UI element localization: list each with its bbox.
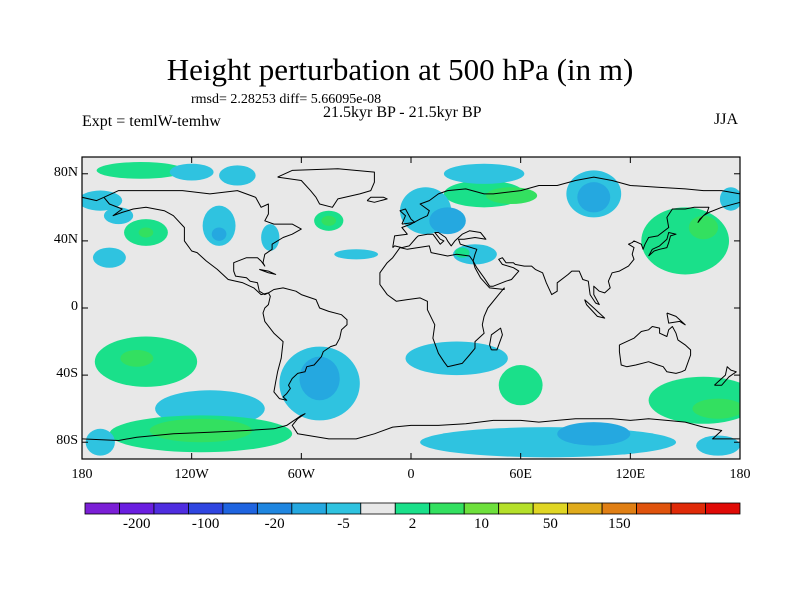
anomaly-region-strong_pos [688,215,719,240]
colorbar-swatch [429,502,465,515]
lon-tick-label: 180 [729,467,751,482]
anomaly-region-mod_neg [202,205,236,246]
anomaly-region-mod_neg [169,163,214,181]
coastlines [82,168,740,441]
anomaly-region-strong_pos [692,398,740,419]
coastline [103,190,302,296]
plot-title: Height perturbation at 500 hPa (in m) [166,52,634,87]
coastline [82,413,740,441]
coastline [277,168,375,208]
anomaly-region-strong_pos [120,349,154,367]
colorbar-swatch [222,502,258,515]
coastline [648,232,677,257]
anomaly-region-strong_neg [299,356,340,401]
lat-tick-label: 0 [71,299,78,314]
colorbar-swatch [256,502,293,515]
colorbar-tick-label: -20 [264,516,285,532]
anomaly-region-mod_neg [696,435,740,456]
colorbar-swatch [360,502,396,515]
anomaly-region-strong_neg [557,422,631,446]
colorbar-tick-label: 2 [408,516,417,532]
anomaly-region-strong_neg [429,207,466,235]
colorbar-tick-label: -5 [337,516,350,532]
lon-tick-label: 0 [407,467,415,482]
colorbar-swatch [84,502,120,515]
coastline [714,366,737,386]
coastline [366,196,388,203]
lon-tick-label: 180 [71,467,93,482]
lat-tick-label: 40S [56,366,78,382]
anomaly-region-mod_pos [498,365,543,406]
colorbar-swatch [498,502,534,515]
coastline [489,327,503,351]
anomaly-region-strong_neg [577,182,611,213]
stats-text: rmsd= 2.28253 diff= 5.66095e-08 [191,92,382,107]
colorbar-tick-label: 150 [608,516,631,532]
experiment-label: Expt = temlW-temhw [82,113,221,130]
anomaly-region-strong_pos [485,187,538,204]
anomaly-contours [82,162,740,458]
coastline [82,196,105,202]
anomaly-region-mod_pos [96,162,185,179]
anomaly-region-mod_neg [92,247,126,268]
anomaly-region-mod_neg [219,165,256,186]
coastline [618,326,692,374]
lon-tick-label: 120E [615,467,646,482]
anomaly-region-mod_pos [641,207,730,275]
colorbar-swatch [119,502,155,515]
coastline [399,208,416,225]
colorbar-swatch [394,502,431,515]
colorbar-tick-label: 50 [542,516,558,532]
colorbar-swatch [153,502,189,515]
season-label: JJA [714,111,739,128]
coastline [379,245,505,368]
colorbar-swatch [636,502,672,515]
anomaly-region-mod_neg [82,190,123,211]
anomaly-region-mod_neg [85,428,115,456]
coastline [666,312,686,326]
colorbar-swatch [670,502,706,515]
colorbar-swatch [567,502,603,515]
lat-tick-label: 40N [53,231,78,247]
axis-ticks [81,157,741,459]
anomaly-region-mod_neg [405,341,508,376]
lat-tick-label: 80N [53,164,78,180]
colorbar-tick-label: 10 [473,516,489,532]
colorbar-tick-label: -200 [122,516,151,532]
coastline [584,299,606,319]
colorbar-swatch [705,502,741,515]
colorbar-swatch [291,502,327,515]
lon-tick-label: 60E [509,467,532,482]
anomaly-region-mod_neg [334,249,379,260]
coastline [259,268,277,275]
anomaly-region-mod_neg [443,163,525,184]
anomaly-region-mod_neg [420,427,677,458]
coastline [262,287,348,401]
colorbar-tick-label: -100 [191,516,220,532]
anomaly-region-strong_neg [211,227,227,241]
coastline [392,201,740,306]
lon-tick-label: 60W [287,467,315,482]
anomaly-region-mod_neg [261,224,280,251]
colorbar [84,502,741,515]
colorbar-swatch [532,502,569,515]
anomaly-region-strong_pos [321,215,337,226]
colorbar-swatch [463,502,500,515]
period-label: 21.5kyr BP - 21.5kyr BP [323,104,482,121]
anomaly-region-strong_pos [138,227,154,238]
lon-tick-label: 120W [174,467,209,482]
colorbar-swatch [601,502,637,515]
lat-tick-label: 80S [56,433,78,449]
colorbar-swatch [188,502,224,515]
anomaly-region-strong_pos [149,418,252,443]
colorbar-swatch [325,502,362,515]
